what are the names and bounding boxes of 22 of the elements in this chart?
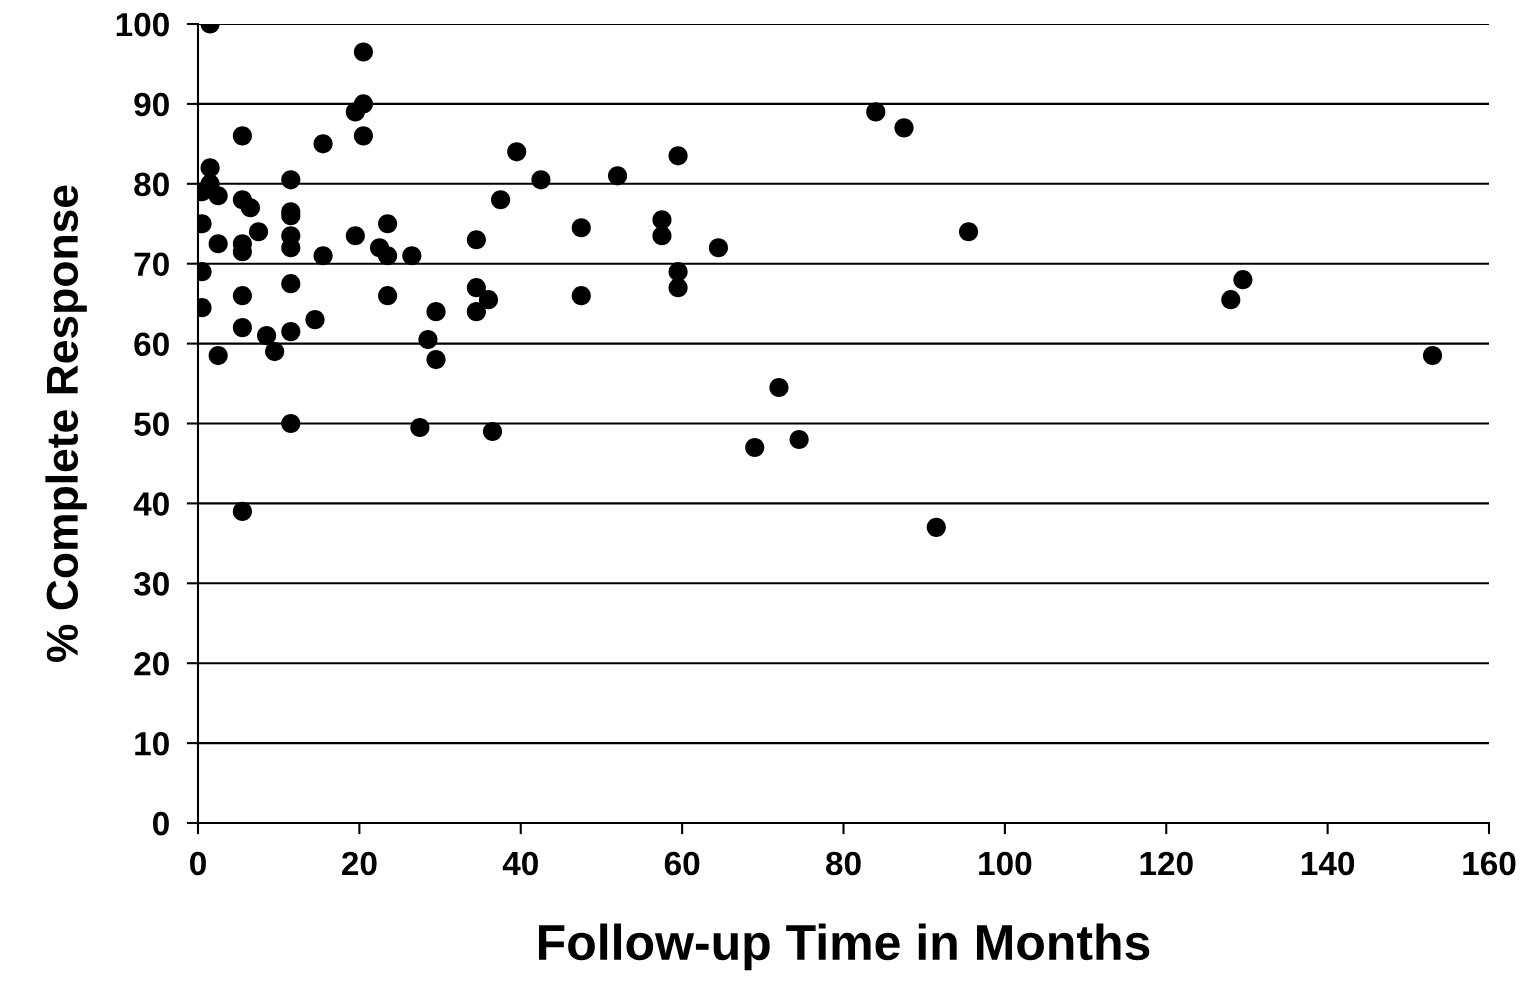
y-tick-label: 100 [116,12,169,37]
y-tick-label: 90 [134,92,169,117]
x-tick-label: 160 [1463,851,1516,876]
y-tick-label: 70 [134,252,169,277]
x-tick-label: 20 [341,851,377,876]
x-tick-label: 40 [502,851,538,876]
y-tick-label: 30 [133,572,169,596]
y-tick-label: 60 [134,332,169,357]
x-tick-label: 60 [664,851,700,876]
x-tick-label: 120 [1140,851,1193,876]
x-tick-label: 100 [979,851,1032,876]
x-tick-label: 80 [826,851,861,876]
y-tick-label: 0 [153,811,169,836]
y-axis-title: % Complete Response [45,185,87,662]
y-tick-label: 80 [134,172,169,197]
x-axis-title: Follow-up Time in Months [539,923,1150,971]
y-tick-label: 20 [134,652,169,676]
y-tick-label: 40 [133,492,169,516]
y-tick-label: 10 [135,731,169,756]
y-tick-label: 50 [134,412,169,436]
x-tick-label: 140 [1301,851,1355,876]
x-tick-label: 0 [190,851,206,876]
